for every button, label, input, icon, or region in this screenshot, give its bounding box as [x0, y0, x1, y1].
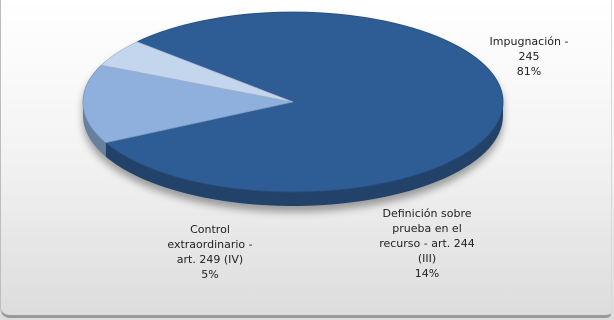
label-line: 14%	[414, 267, 440, 280]
label-line: Impugnación -	[489, 35, 569, 48]
label-line: 5%	[201, 268, 219, 281]
label-line: prueba en el	[392, 222, 462, 235]
data-label-impugnacion: Impugnación - 245 81%	[474, 34, 584, 79]
pie-slice-side	[83, 102, 106, 157]
label-line: extraordinario -	[167, 238, 253, 251]
label-line: Control	[190, 223, 230, 236]
pie-slice-side	[105, 102, 503, 206]
pie-slice	[104, 11, 504, 193]
label-line: Definición sobre	[382, 207, 472, 220]
label-line: 245	[518, 50, 540, 63]
data-label-control-extraordinario: Control extraordinario - art. 249 (IV) 5…	[150, 222, 270, 282]
pie-slice	[82, 64, 294, 144]
label-line: (III)	[417, 252, 437, 265]
data-label-definicion-prueba: Definición sobre prueba en el recurso - …	[372, 206, 482, 281]
label-line: 81%	[516, 65, 542, 78]
pie-slice	[100, 41, 294, 103]
label-line: art. 249 (IV)	[176, 253, 244, 266]
label-line: recurso - art. 244	[379, 237, 475, 250]
